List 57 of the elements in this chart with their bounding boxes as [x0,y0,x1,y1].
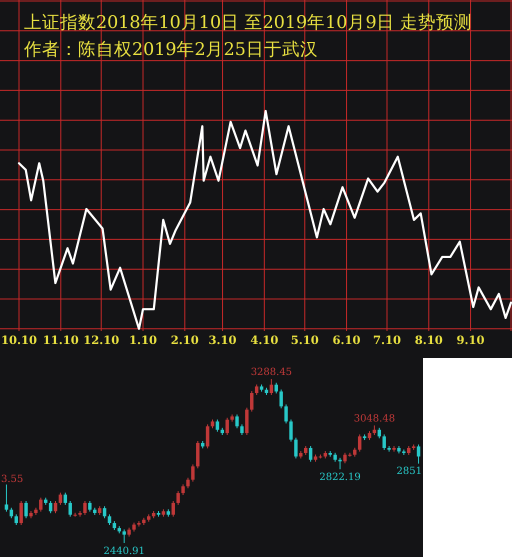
candlestick [308,446,312,462]
x-tick-label: 9.10 [456,333,485,347]
candlestick [240,424,244,436]
x-tick-label: 3.10 [208,333,237,347]
candlestick [254,384,258,396]
annotation: 2851 [396,466,422,477]
candlestick [416,444,420,464]
candlestick [88,500,92,512]
candlestick [83,500,87,516]
candlestick [250,390,254,412]
candlestick [226,417,229,436]
candlestick [186,477,190,489]
candlestick [181,484,185,496]
candlestick [196,440,200,469]
annotation: 3.55 [1,474,24,485]
candlestick [206,424,210,449]
x-tick-label: 4.10 [250,333,278,347]
annotation: 3288.45 [250,367,292,378]
x-tick-label: 6.10 [332,333,361,347]
candlestick [14,514,18,526]
annotation: 3048.48 [354,413,396,424]
x-tick-label: 10.10 [0,333,38,347]
annotation: 2822.19 [319,472,361,484]
candlestick [274,382,278,394]
candlestick [270,378,274,396]
candlestick [176,490,180,506]
x-tick-label: 5.10 [290,333,319,347]
candlestick [64,492,68,506]
candlestick [24,500,28,519]
candlestick [48,500,52,514]
candlestick [284,404,288,424]
candlestick [338,457,342,470]
x-tick-label: 2.10 [170,333,199,347]
x-tick-label: 11.10 [42,333,79,347]
candlestick [68,500,72,518]
candlestick [19,500,23,526]
candlestick [372,424,376,436]
candlestick [102,506,106,519]
candlestick [245,407,249,436]
candlestick [172,500,175,518]
candlestick [358,434,362,452]
x-tick-label: 1.10 [129,333,158,347]
candlestick [378,427,382,439]
annotation: 2440.91 [104,546,145,557]
candlestick [382,434,386,450]
candlestick [4,484,8,512]
candlestick [39,497,43,512]
candlestick [191,464,195,482]
candlestick [294,437,298,459]
x-tick-label: 8.10 [414,333,443,347]
candlestick [122,528,126,544]
x-tick-label: 7.10 [372,333,401,347]
candlestick [279,389,283,409]
candlestick [10,507,14,519]
x-tick-label: 12.10 [83,333,120,347]
candlestick [58,492,62,506]
candlestick [216,419,220,432]
